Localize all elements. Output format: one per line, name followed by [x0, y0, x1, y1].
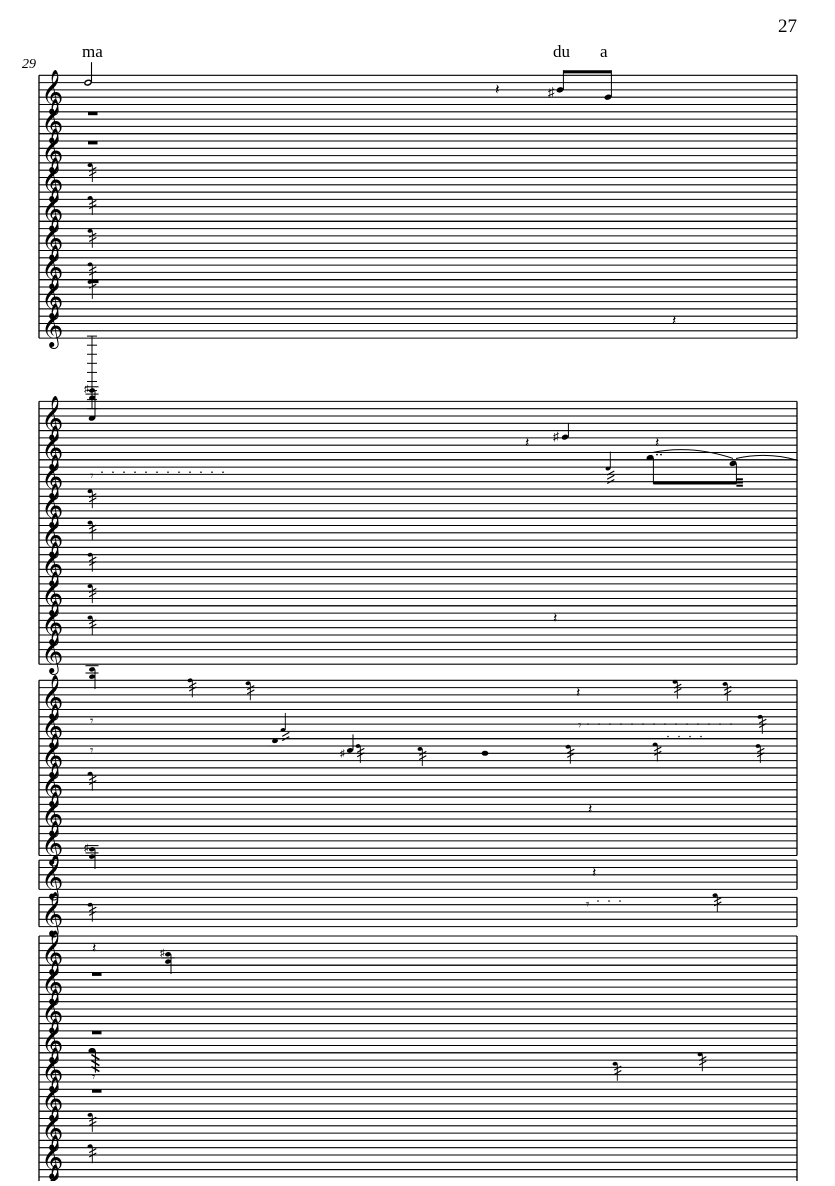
- svg-text:♯: ♯: [84, 384, 89, 395]
- svg-text:♯: ♯: [340, 749, 345, 760]
- svg-text:𝄞: 𝄞: [41, 630, 63, 675]
- svg-text:𝄽: 𝄽: [495, 82, 500, 98]
- svg-text:𝄽: 𝄽: [525, 436, 529, 451]
- svg-text:♯: ♯: [548, 84, 555, 99]
- svg-text:𝄞: 𝄞: [41, 1165, 63, 1181]
- svg-text:𝄞: 𝄞: [41, 304, 63, 349]
- svg-text:𝄾: 𝄾: [90, 742, 94, 757]
- svg-text:27: 27: [778, 16, 797, 37]
- svg-text:𝄽: 𝄽: [655, 436, 659, 451]
- svg-text:du: du: [553, 42, 571, 61]
- svg-text:𝄽: 𝄽: [592, 866, 596, 881]
- svg-text:𝄾: 𝄾: [92, 1070, 95, 1084]
- svg-text:𝄽: 𝄽: [553, 611, 557, 626]
- svg-text:𝄽: 𝄽: [588, 803, 592, 818]
- svg-text:♯: ♯: [84, 843, 89, 854]
- svg-text:𝄞: 𝄞: [41, 893, 63, 938]
- svg-text:𝄾: 𝄾: [586, 897, 590, 912]
- svg-text:𝄾: 𝄾: [90, 468, 94, 483]
- svg-text:♯: ♯: [553, 429, 559, 443]
- svg-text:29: 29: [22, 57, 36, 72]
- svg-text:ma: ma: [82, 42, 103, 61]
- svg-text:♯: ♯: [160, 948, 165, 959]
- svg-text:𝄾: 𝄾: [578, 717, 582, 732]
- svg-text:𝄽: 𝄽: [672, 314, 676, 329]
- svg-text:𝄽: 𝄽: [576, 686, 580, 701]
- svg-text:𝄾: 𝄾: [90, 713, 94, 728]
- svg-text:𝄽: 𝄽: [92, 942, 96, 957]
- svg-text:a: a: [600, 42, 608, 61]
